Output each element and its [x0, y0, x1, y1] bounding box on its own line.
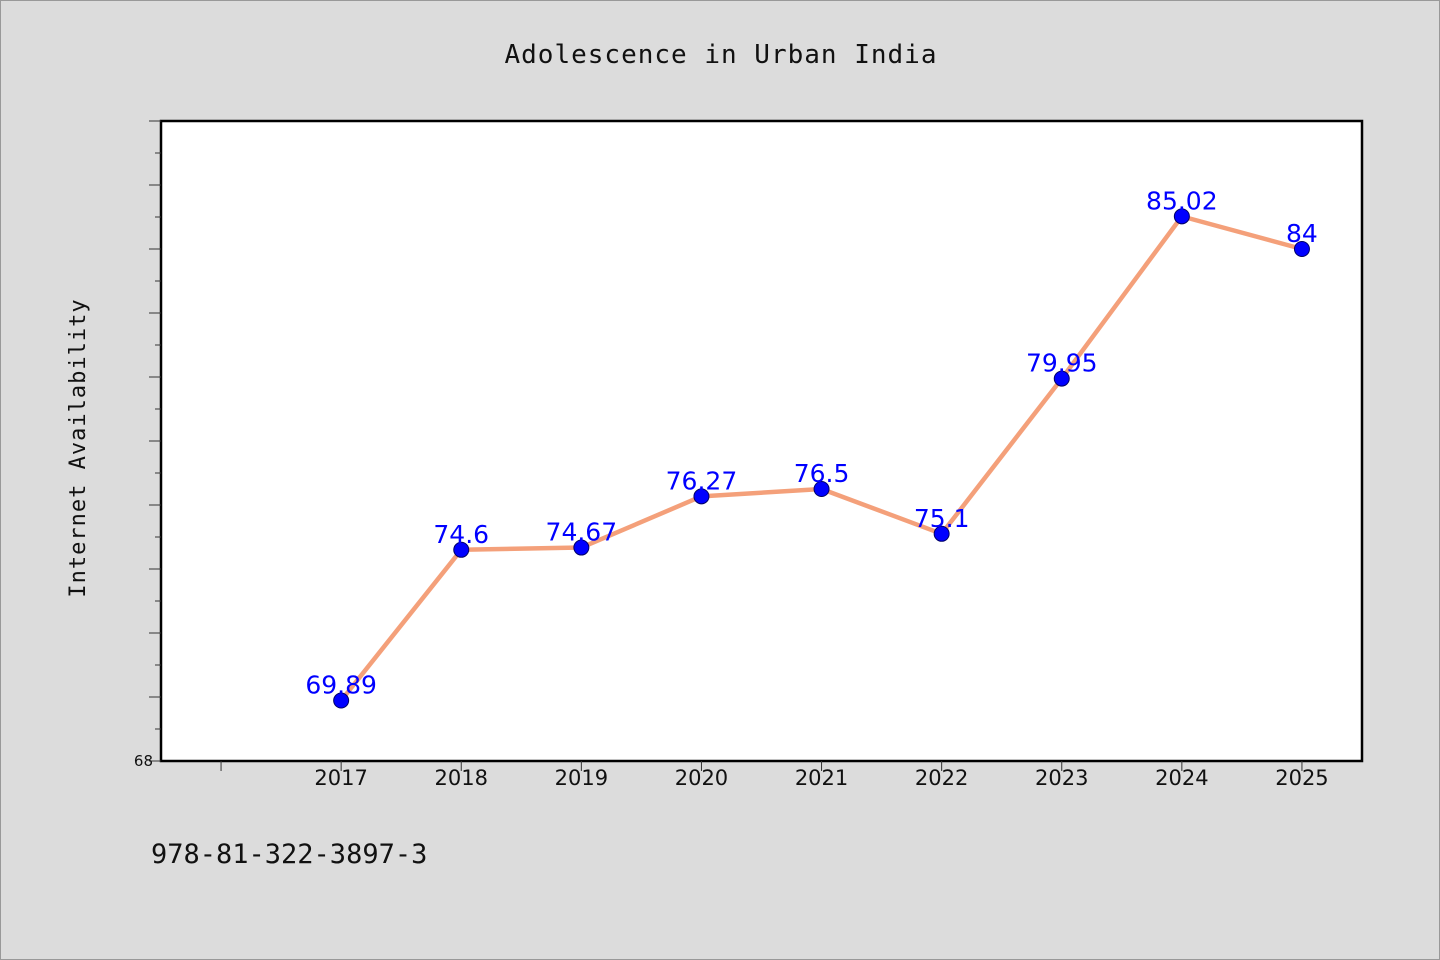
- chart-title: Adolescence in Urban India: [505, 40, 938, 70]
- x-tick-label: 2022: [915, 766, 968, 790]
- data-label: 76.27: [666, 466, 738, 495]
- data-point: [573, 539, 590, 556]
- data-point: [333, 692, 350, 709]
- data-label: 74.6: [433, 520, 489, 549]
- data-label: 85.02: [1146, 186, 1218, 215]
- x-tick-label: 2023: [1035, 766, 1088, 790]
- isbn-text: 978-81-322-3897-3: [151, 839, 427, 870]
- x-tick-label: 2018: [435, 766, 488, 790]
- y-axis-label: Internet Availability: [66, 298, 91, 597]
- data-label: 84: [1286, 219, 1318, 248]
- x-tick-label: 2024: [1155, 766, 1208, 790]
- data-label: 79.95: [1026, 349, 1098, 378]
- data-label: 76.5: [794, 459, 850, 488]
- data-label: 74.67: [546, 518, 618, 547]
- x-tick-label: 2021: [795, 766, 848, 790]
- x-axis-ticks: 2017 2018 2019 2020 2021 2022 2023 2024 2025: [220, 761, 1329, 790]
- x-tick-label: 2020: [675, 766, 728, 790]
- x-tick-label: 2017: [314, 766, 367, 790]
- y-axis-ticks: 68: [134, 120, 161, 770]
- data-point: [933, 525, 950, 542]
- data-label: 69.89: [305, 671, 377, 700]
- y-tick-label: 68: [134, 752, 153, 770]
- data-point: [813, 481, 830, 497]
- data-label: 75.1: [914, 504, 970, 533]
- data-point: [1053, 370, 1070, 387]
- x-tick-label: 2025: [1275, 766, 1328, 790]
- plot-area: [159, 119, 1364, 763]
- data-point: [693, 488, 710, 505]
- x-tick-label: 2019: [555, 766, 608, 790]
- marker-layer: [333, 208, 1310, 709]
- data-point: [453, 541, 470, 558]
- data-point: [1293, 241, 1310, 257]
- data-label-layer: 69.89 74.6 74.67 76.27 76.5 75.1 79.95 85.02 84: [305, 186, 1317, 699]
- data-point: [1173, 208, 1190, 225]
